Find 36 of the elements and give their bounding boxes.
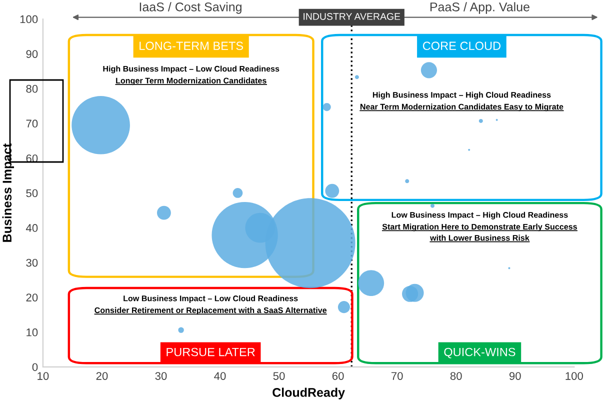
text: PaaS / App. Value xyxy=(430,2,530,14)
y-tick-label: 80 xyxy=(26,84,38,93)
x-tick-label: 70 xyxy=(391,372,403,380)
y-tick-label: 10 xyxy=(26,328,38,336)
y-tick-label: 30 xyxy=(26,258,38,267)
x-tick-label: 30 xyxy=(155,372,167,380)
annotation: Consider Retirement or Replacement with a SaaS Alternative xyxy=(94,307,327,315)
annotation: CORE CLOUD xyxy=(422,42,500,50)
annotation: High Business Impact – Low Cloud Readiness xyxy=(103,66,280,74)
annotation: Longer Term Modernization Candidates xyxy=(116,78,266,86)
ref-line-label: INDUSTRY AVERAGE xyxy=(304,13,400,20)
x-tick-label: 20 xyxy=(96,372,108,380)
annotation: LONG-TERM BETS xyxy=(140,42,244,50)
x-tick-label: 10 xyxy=(38,372,49,380)
annotation: PURSUE LATER xyxy=(166,348,255,356)
text: IaaS / Cost Saving xyxy=(140,2,242,14)
annotation: Low Business Impact – High Cloud Readiness xyxy=(392,212,568,220)
x-tick-label: 50 xyxy=(273,372,285,380)
y-tick-label: 40 xyxy=(26,224,38,232)
y-tick-label: 0 xyxy=(32,363,38,372)
annotation: QUICK-WINS xyxy=(444,348,516,358)
x-tick-label: 90 xyxy=(509,372,521,380)
x-axis-title: CloudReady xyxy=(272,388,345,400)
x-tick-label: 100 xyxy=(566,372,583,380)
x-tick-label: 60 xyxy=(332,372,344,380)
annotation: Low Business Impact – Low Cloud Readiness xyxy=(124,295,298,303)
y-tick-label: 100 xyxy=(20,15,38,24)
annotation: Near Term Modernization Candidates Easy to Migrate xyxy=(360,104,564,112)
y-tick-label: 90 xyxy=(26,50,38,58)
y-tick-label: 70 xyxy=(26,120,38,128)
y-tick-label: 50 xyxy=(26,189,38,198)
x-tick-label: 80 xyxy=(450,372,462,380)
y-tick-label: 20 xyxy=(26,294,38,302)
x-tick-label: 40 xyxy=(214,372,226,380)
annotation: Start Migration Here to Demonstrate Early Success with Lower Business Risk xyxy=(382,224,577,241)
annotation: High Business Impact – High Cloud Readiness xyxy=(372,92,551,100)
